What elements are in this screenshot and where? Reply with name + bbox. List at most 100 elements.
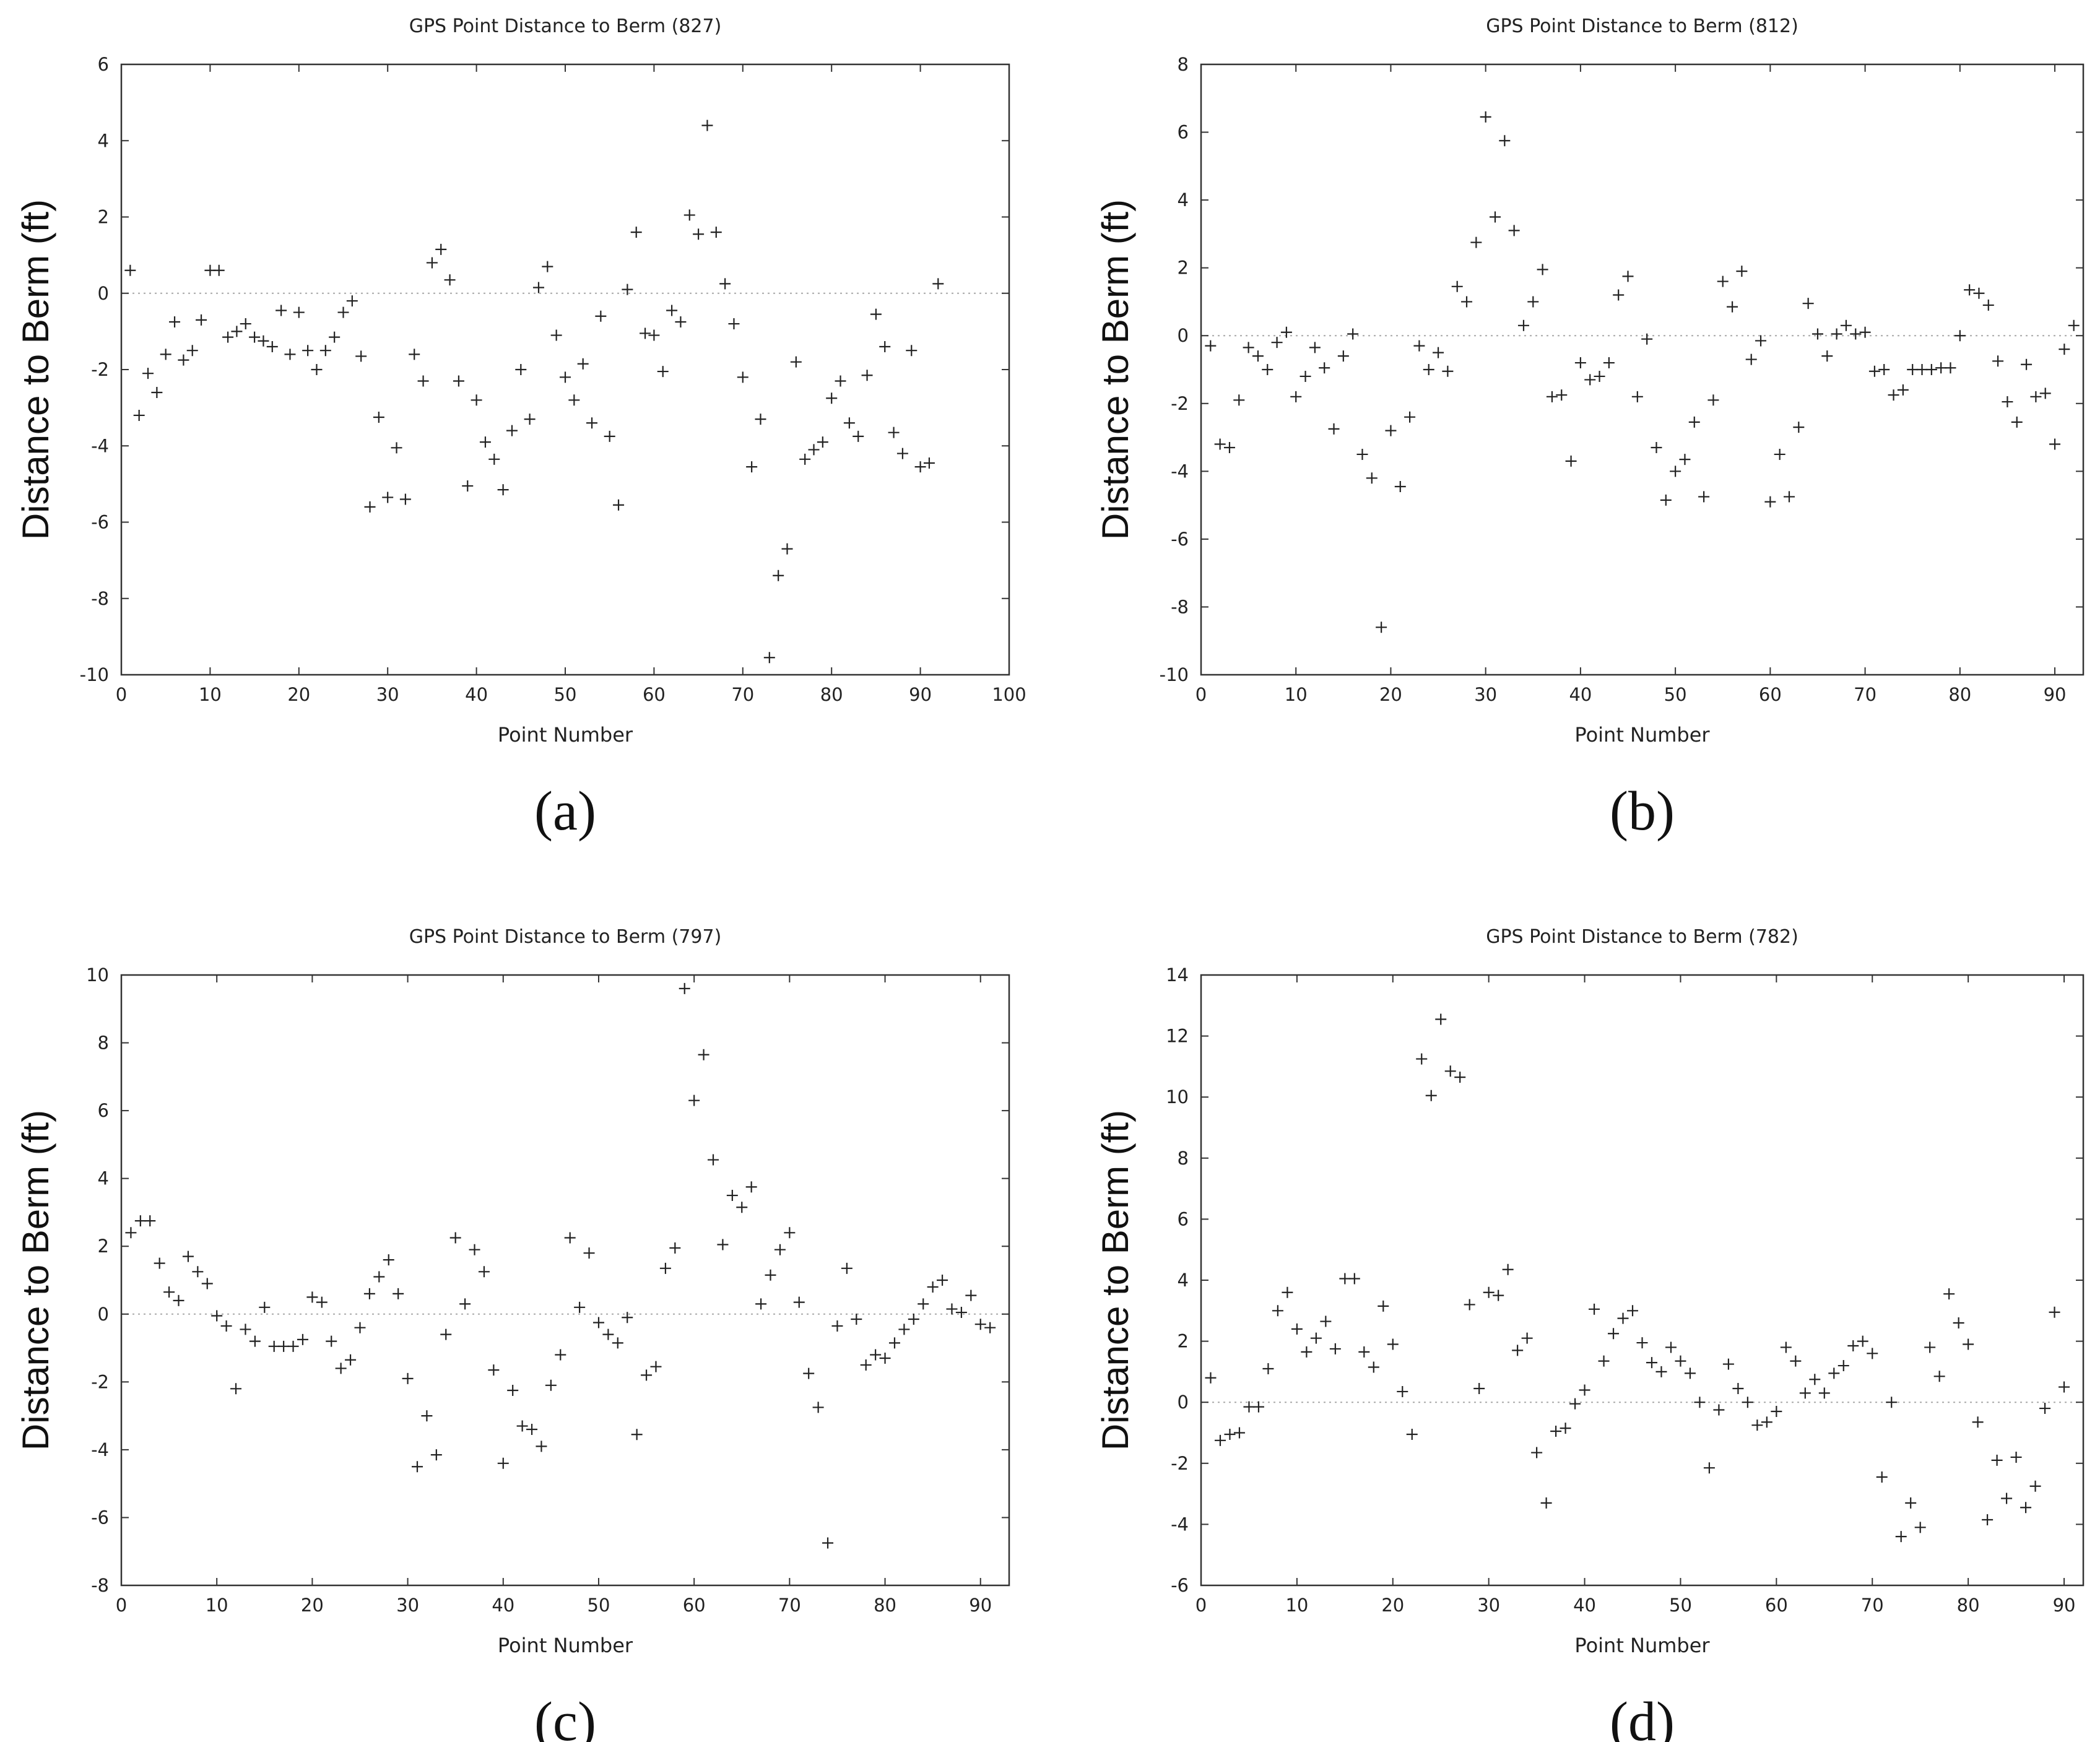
data-point — [258, 335, 269, 347]
x-tick-label: 60 — [1765, 1595, 1788, 1616]
y-tick-label: 2 — [98, 1236, 109, 1257]
data-point — [1223, 441, 1235, 453]
data-point — [737, 371, 748, 383]
data-point — [1895, 1531, 1907, 1543]
data-point — [583, 1247, 595, 1259]
data-point — [240, 1324, 251, 1335]
x-tick-label: 70 — [1854, 684, 1877, 705]
data-point — [421, 1410, 433, 1422]
data-point — [1867, 1348, 1878, 1359]
data-point — [574, 1301, 586, 1313]
x-tick-label: 70 — [731, 684, 754, 705]
data-point — [841, 1262, 853, 1274]
y-tick-label: 4 — [1178, 1270, 1189, 1291]
data-point — [669, 1242, 681, 1254]
data-point — [1540, 1497, 1552, 1509]
data-point — [955, 1307, 967, 1319]
y-tick-label: 6 — [1178, 1208, 1189, 1229]
chart-panel-c: GPS Point Distance to Berm (797)0 10 20 30 4… — [15, 926, 1010, 1742]
data-point — [335, 1363, 347, 1374]
data-point — [560, 371, 571, 383]
data-point — [946, 1303, 958, 1315]
data-point — [278, 1340, 290, 1352]
x-tick-label: 20 — [1379, 684, 1402, 705]
data-point — [701, 119, 713, 131]
data-point — [1299, 370, 1311, 382]
data-point — [2002, 396, 2013, 408]
y-axis-label: Distance to Berm (ft) — [1095, 1110, 1136, 1450]
data-point — [211, 1310, 223, 1322]
data-point — [1521, 1332, 1533, 1344]
x-tick-label: 20 — [1381, 1595, 1404, 1616]
data-point — [595, 310, 607, 322]
y-tick-label: -6 — [1171, 1575, 1189, 1596]
panel-caption: (c) — [534, 1691, 596, 1742]
x-tick-label: 20 — [287, 684, 310, 705]
chart-title: GPS Point Distance to Berm (812) — [1486, 15, 1798, 37]
data-point — [799, 453, 811, 465]
data-point — [784, 1227, 796, 1239]
data-point — [2049, 438, 2061, 450]
data-point — [160, 349, 171, 360]
data-point — [536, 1441, 547, 1452]
data-point — [1320, 1315, 1332, 1327]
data-point — [355, 350, 367, 362]
x-tick-label: 80 — [874, 1595, 896, 1616]
data-point — [201, 1278, 213, 1289]
data-point — [1818, 1387, 1830, 1399]
data-point — [888, 427, 900, 438]
data-point — [1397, 1385, 1408, 1397]
data-point — [2021, 358, 2033, 370]
data-point — [1876, 1471, 1888, 1483]
data-point — [1262, 1363, 1274, 1374]
x-tick-label: 50 — [588, 1595, 610, 1616]
data-point — [163, 1286, 175, 1298]
data-point — [906, 345, 918, 357]
data-point — [284, 349, 296, 360]
data-point — [1963, 1338, 1974, 1350]
data-point — [1924, 1341, 1936, 1353]
data-point — [192, 1266, 204, 1278]
y-tick-label: 4 — [98, 1168, 109, 1189]
data-point — [1688, 416, 1700, 428]
data-point — [717, 1239, 729, 1250]
data-point — [564, 1232, 576, 1244]
data-point — [888, 1337, 900, 1349]
data-point — [1499, 135, 1511, 147]
data-point — [409, 349, 420, 360]
x-tick-label: 70 — [1861, 1595, 1884, 1616]
data-point — [765, 1269, 776, 1281]
x-tick-label: 0 — [1195, 1595, 1207, 1616]
data-point — [1751, 1419, 1763, 1431]
x-tick-label: 90 — [969, 1595, 992, 1616]
data-point — [319, 345, 331, 357]
data-point — [774, 1244, 786, 1255]
x-tick-label: 30 — [396, 1595, 419, 1616]
data-point — [182, 1250, 194, 1262]
data-point — [383, 1254, 394, 1266]
data-point — [1660, 494, 1672, 506]
data-point — [399, 493, 411, 505]
data-point — [154, 1257, 165, 1269]
chart-title: GPS Point Distance to Berm (827) — [409, 15, 722, 37]
data-point — [831, 1320, 843, 1332]
data-point — [133, 409, 145, 421]
data-point — [612, 1337, 623, 1349]
data-point — [1433, 347, 1444, 358]
data-point — [526, 1424, 538, 1436]
data-point — [1603, 357, 1615, 369]
data-point — [412, 1461, 423, 1473]
data-point — [1233, 1427, 1245, 1439]
data-point — [745, 1181, 757, 1193]
data-point — [1636, 1337, 1648, 1349]
data-point — [1717, 275, 1729, 287]
data-point — [1943, 1288, 1955, 1300]
data-point — [1868, 365, 1880, 377]
data-point — [640, 327, 651, 339]
data-point — [1771, 1405, 1782, 1417]
y-tick-label: 6 — [1178, 122, 1189, 143]
data-point — [1425, 1090, 1437, 1101]
data-point — [326, 1335, 337, 1347]
data-point — [1935, 362, 1947, 374]
data-point — [1651, 441, 1662, 453]
